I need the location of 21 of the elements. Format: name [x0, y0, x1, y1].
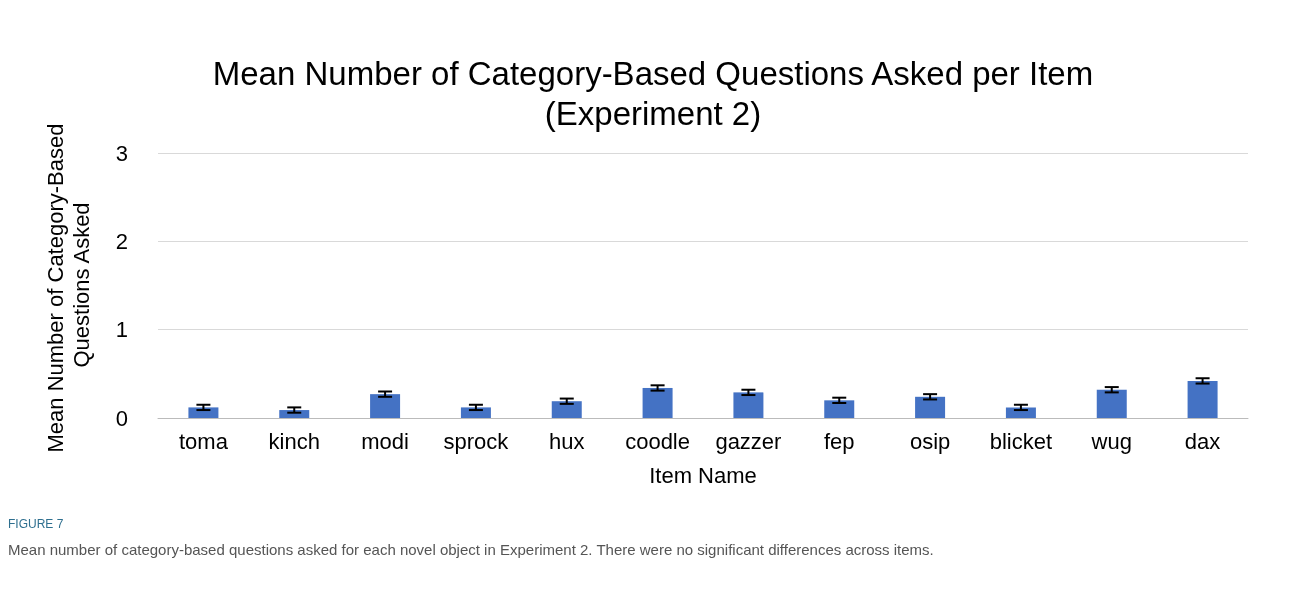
- x-tick-label: kinch: [268, 428, 320, 454]
- x-tick-label: dax: [1184, 428, 1221, 454]
- y-tick-label: 2: [115, 228, 128, 254]
- y-axis-title: Mean Number of Category-Based Questions Asked: [42, 123, 94, 453]
- y-tick-label: 1: [115, 317, 128, 343]
- caption: FIGURE 7: [8, 517, 64, 531]
- chart-title: Mean Number of Category-Based Questions Asked per Item (Experiment 2): [212, 54, 1094, 132]
- x-tick-label: sprock: [443, 428, 510, 454]
- x-axis-title: Item Name: [649, 462, 757, 488]
- y-tick-label: 0: [115, 405, 128, 431]
- y-tick-label: 3: [115, 140, 128, 166]
- x-tick-label: fep: [823, 428, 855, 454]
- x-tick-label: toma: [178, 428, 229, 454]
- x-tick-label: hux: [549, 428, 585, 454]
- x-tick-label: modi: [361, 428, 409, 454]
- x-tick-label: blicket: [989, 428, 1053, 454]
- x-tick-label: wug: [1090, 428, 1132, 454]
- x-tick-label: osip: [909, 428, 951, 454]
- x-tick-label: gazzer: [715, 428, 782, 454]
- x-tick-label: coodle: [625, 428, 691, 454]
- text: Mean number of category-based questions asked for each novel object in Experiment 2. There were no significant differences across items.: [8, 541, 934, 558]
